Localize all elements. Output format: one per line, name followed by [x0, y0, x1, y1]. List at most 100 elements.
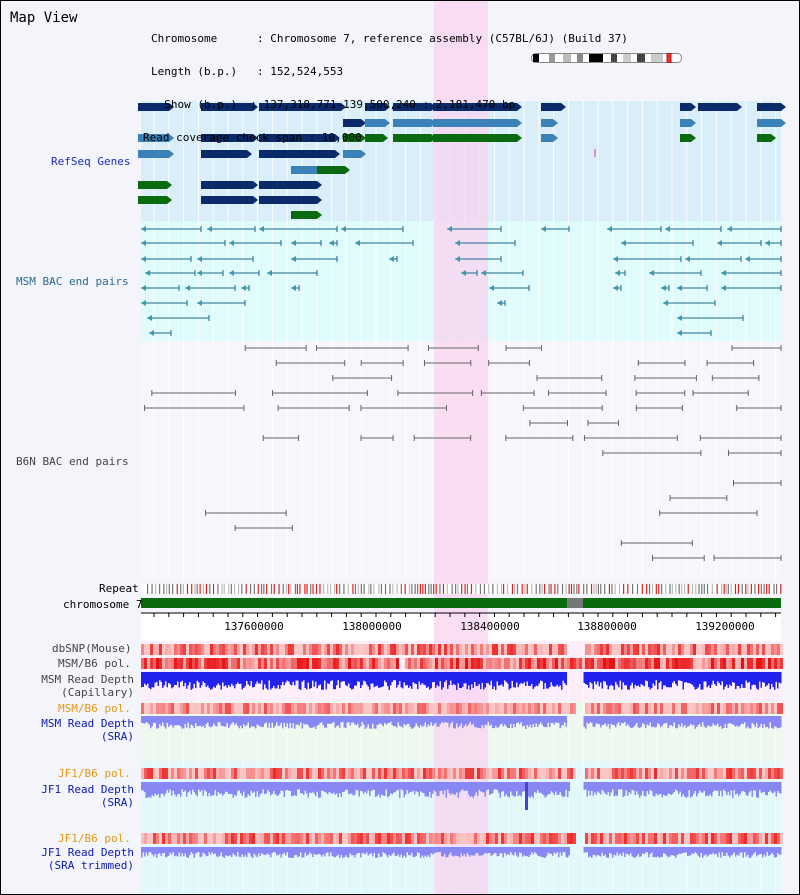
msm-depth-sra-bar: [546, 716, 548, 728]
msm-b6-pol-cell: [480, 658, 483, 669]
jf1-depth-sra-bar: [514, 782, 516, 797]
jf1-b6-pol-cell: [657, 768, 660, 779]
jf1-depth-sra-bar: [223, 782, 225, 794]
jf1-depth-sra-bar: [745, 782, 747, 796]
jf1-b6-pol-cell: [747, 768, 750, 779]
jf1-depth-trimmed-bar: [438, 847, 440, 852]
jf1-depth-sra-bar: [420, 782, 422, 792]
chromosome-label: Chromosome: [151, 32, 218, 45]
dbsnp-cell: [750, 644, 753, 655]
msm-depth-capillary-bar: [352, 672, 354, 689]
jf1-b6-pol-cell: [408, 768, 411, 779]
repeat-element: [760, 584, 762, 594]
msm-depth-sra-bar: [426, 716, 428, 728]
dbsnp-cell: [360, 644, 363, 655]
jf1-depth-trimmed-bar: [762, 847, 764, 858]
repeat-element: [758, 584, 760, 594]
jf1-depth-sra-bar: [166, 782, 168, 791]
jf1-depth-sra-bar: [238, 782, 240, 791]
jf1-depth-sra-bar: [381, 782, 383, 795]
jf1-depth-trimmed-bar: [391, 847, 393, 854]
msm-b6-pol-cell: [375, 658, 378, 669]
jf1-b6-pol-2-cell: [177, 833, 180, 844]
msm-depth-sra-bar: [711, 716, 713, 727]
jf1-depth-sra-bar: [367, 782, 369, 791]
msm-b6-pol-2-cell: [612, 703, 615, 714]
jf1-depth-trimmed-bar: [742, 847, 744, 858]
jf1-b6-pol-2-cell: [450, 833, 453, 844]
jf1-depth-trimmed-bar: [538, 847, 540, 857]
repeat-element: [627, 584, 629, 594]
msm-depth-sra-bar: [222, 716, 224, 726]
msm-b6-pol-cell: [624, 658, 627, 669]
dbsnp-cell: [282, 644, 285, 655]
msm-depth-sra-bar: [142, 716, 144, 724]
repeat-element: [352, 584, 354, 594]
jf1-depth-trimmed-bar: [265, 847, 267, 855]
jf1-depth-sra-bar: [615, 782, 617, 796]
msm-depth-sra-bar: [592, 716, 594, 727]
jf1-b6-pol-cell: [270, 768, 273, 779]
msm-depth-capillary-bar: [532, 672, 534, 690]
refseq-gene: [433, 103, 517, 111]
refseq-gene-arrow: [737, 103, 742, 111]
msm-depth-capillary-bar: [681, 672, 683, 682]
jf1-depth-sra-bar: [669, 782, 671, 794]
msm-b6-pol-2-cell: [675, 703, 678, 714]
repeat-element: [230, 584, 232, 594]
dbsnp-cell: [177, 644, 180, 655]
msm-depth-capillary-bar: [732, 672, 734, 682]
jf1-b6-pol-cell: [543, 768, 546, 779]
msm-b6-pol-2-cell: [762, 703, 765, 714]
dbsnp-cell: [429, 644, 432, 655]
msm-depth-sra-bar: [259, 716, 261, 727]
msm-b6-pol-2-cell: [180, 703, 183, 714]
jf1-b6-pol-cell: [273, 768, 276, 779]
msm-depth-sra-bar: [153, 716, 155, 723]
jf1-depth-sra-bar: [501, 782, 503, 792]
msm-depth-sra-bar: [361, 716, 363, 723]
msm-b6-pol-cell: [318, 658, 321, 669]
msm-depth-capillary-bar: [232, 672, 234, 686]
jf1-b6-pol-2-cell: [204, 833, 207, 844]
jf1-b6-pol-2-cell: [279, 833, 282, 844]
msm-depth-sra-bar: [342, 716, 344, 722]
jf1-depth-trimmed-bar: [585, 847, 587, 853]
jf1-depth-trimmed-bar: [456, 847, 458, 856]
repeat-element: [511, 584, 514, 594]
msm-b6-pol-cell: [684, 658, 687, 669]
jf1-b6-pol-cell: [771, 768, 774, 779]
msm-depth-sra-bar: [627, 716, 629, 725]
msm-depth-sra-bar: [457, 716, 459, 728]
jf1-depth-trimmed-bar: [376, 847, 378, 858]
jf1-b6-pol-cell: [663, 768, 666, 779]
jf1-b6-pol-2-cell: [474, 833, 477, 844]
msm-depth-sra-bar: [210, 716, 212, 728]
jf1-depth-sra-bar: [210, 782, 212, 797]
repeat-element: [573, 584, 575, 594]
msm-depth-capillary-bar: [454, 672, 456, 686]
jf1-b6-pol-2-cell: [288, 833, 291, 844]
jf1-b6-pol-cell: [393, 768, 396, 779]
jf1-b6-pol-cell: [201, 768, 204, 779]
msm-depth-capillary-bar: [700, 672, 702, 690]
msm-depth-sra-bar: [159, 716, 161, 725]
msm-bac-end: [291, 256, 296, 262]
dbsnp-cell: [210, 644, 213, 655]
msm-b6-pol-cell: [333, 658, 336, 669]
jf1-depth-sra-bar: [169, 782, 171, 790]
jf1-depth-sra-bar: [775, 782, 777, 797]
msm-depth-capillary-bar: [432, 672, 434, 683]
msm-depth-capillary-bar: [219, 672, 221, 686]
msm-depth-capillary-bar: [312, 672, 314, 681]
refseq-gene: [343, 134, 361, 142]
msm-b6-pol-2-cell: [648, 703, 651, 714]
repeat-element: [641, 584, 643, 594]
repeat-element: [586, 584, 588, 594]
jf1-depth-trimmed-bar: [718, 847, 720, 853]
repeat-element: [424, 584, 426, 594]
msm-depth-sra-bar: [367, 716, 369, 725]
msm-depth-capillary-bar: [298, 672, 300, 690]
chromosome-ideogram[interactable]: [531, 53, 684, 63]
